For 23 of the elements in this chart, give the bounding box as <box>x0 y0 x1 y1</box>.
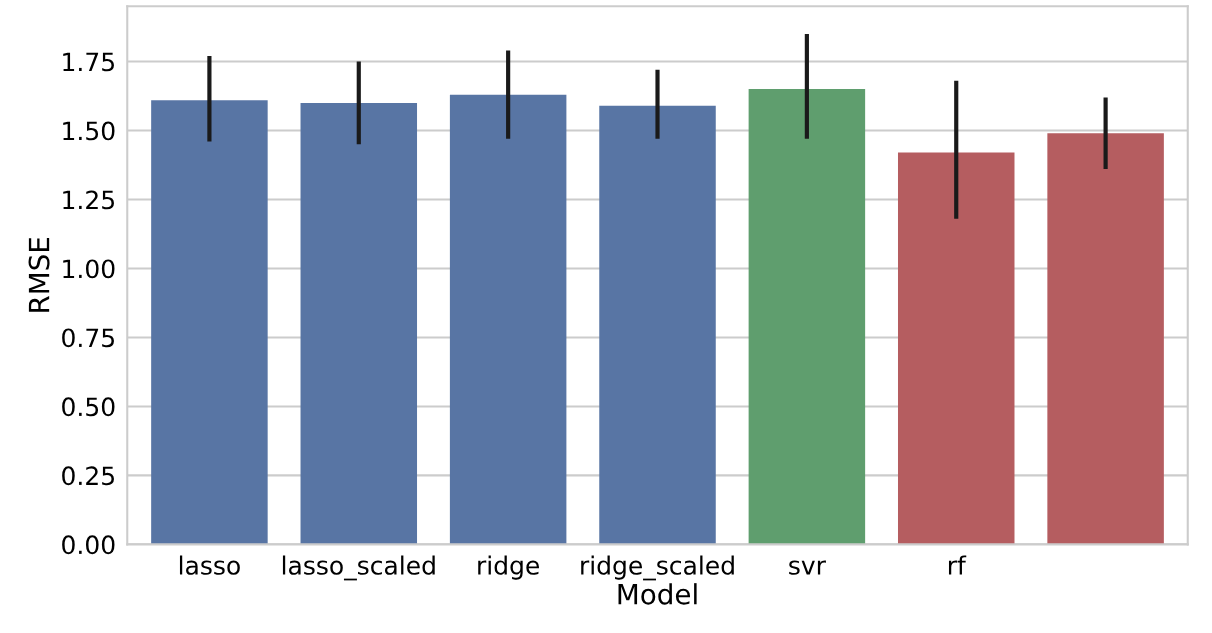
y-axis-title: RMSE <box>28 237 50 312</box>
x-tick-label: ridge_scaled <box>581 555 734 581</box>
bar <box>748 89 866 545</box>
y-tick-label: 0.75 <box>62 328 114 348</box>
x-tick-label: rf <box>948 555 967 575</box>
y-tick-label: 1.00 <box>63 259 115 279</box>
bar <box>1047 133 1164 545</box>
x-tick-label: svr <box>789 560 826 575</box>
bar <box>300 102 418 545</box>
y-tick-label: 1.75 <box>63 52 114 72</box>
x-tick-label: lasso <box>179 555 240 575</box>
y-tick-label: 0.00 <box>62 535 115 555</box>
y-tick-label: 1.25 <box>63 190 114 210</box>
bar <box>897 152 1015 545</box>
bar <box>449 94 567 545</box>
bar <box>599 105 716 545</box>
y-tick-label: 0.25 <box>62 466 114 486</box>
x-tick-label: ridge <box>478 555 539 580</box>
x-axis-title: Model <box>618 583 697 605</box>
y-tick-label: 1.50 <box>63 121 115 141</box>
x-tick-label: lasso_scaled <box>282 555 435 581</box>
bar <box>151 100 268 545</box>
y-tick-label: 0.50 <box>62 397 115 417</box>
